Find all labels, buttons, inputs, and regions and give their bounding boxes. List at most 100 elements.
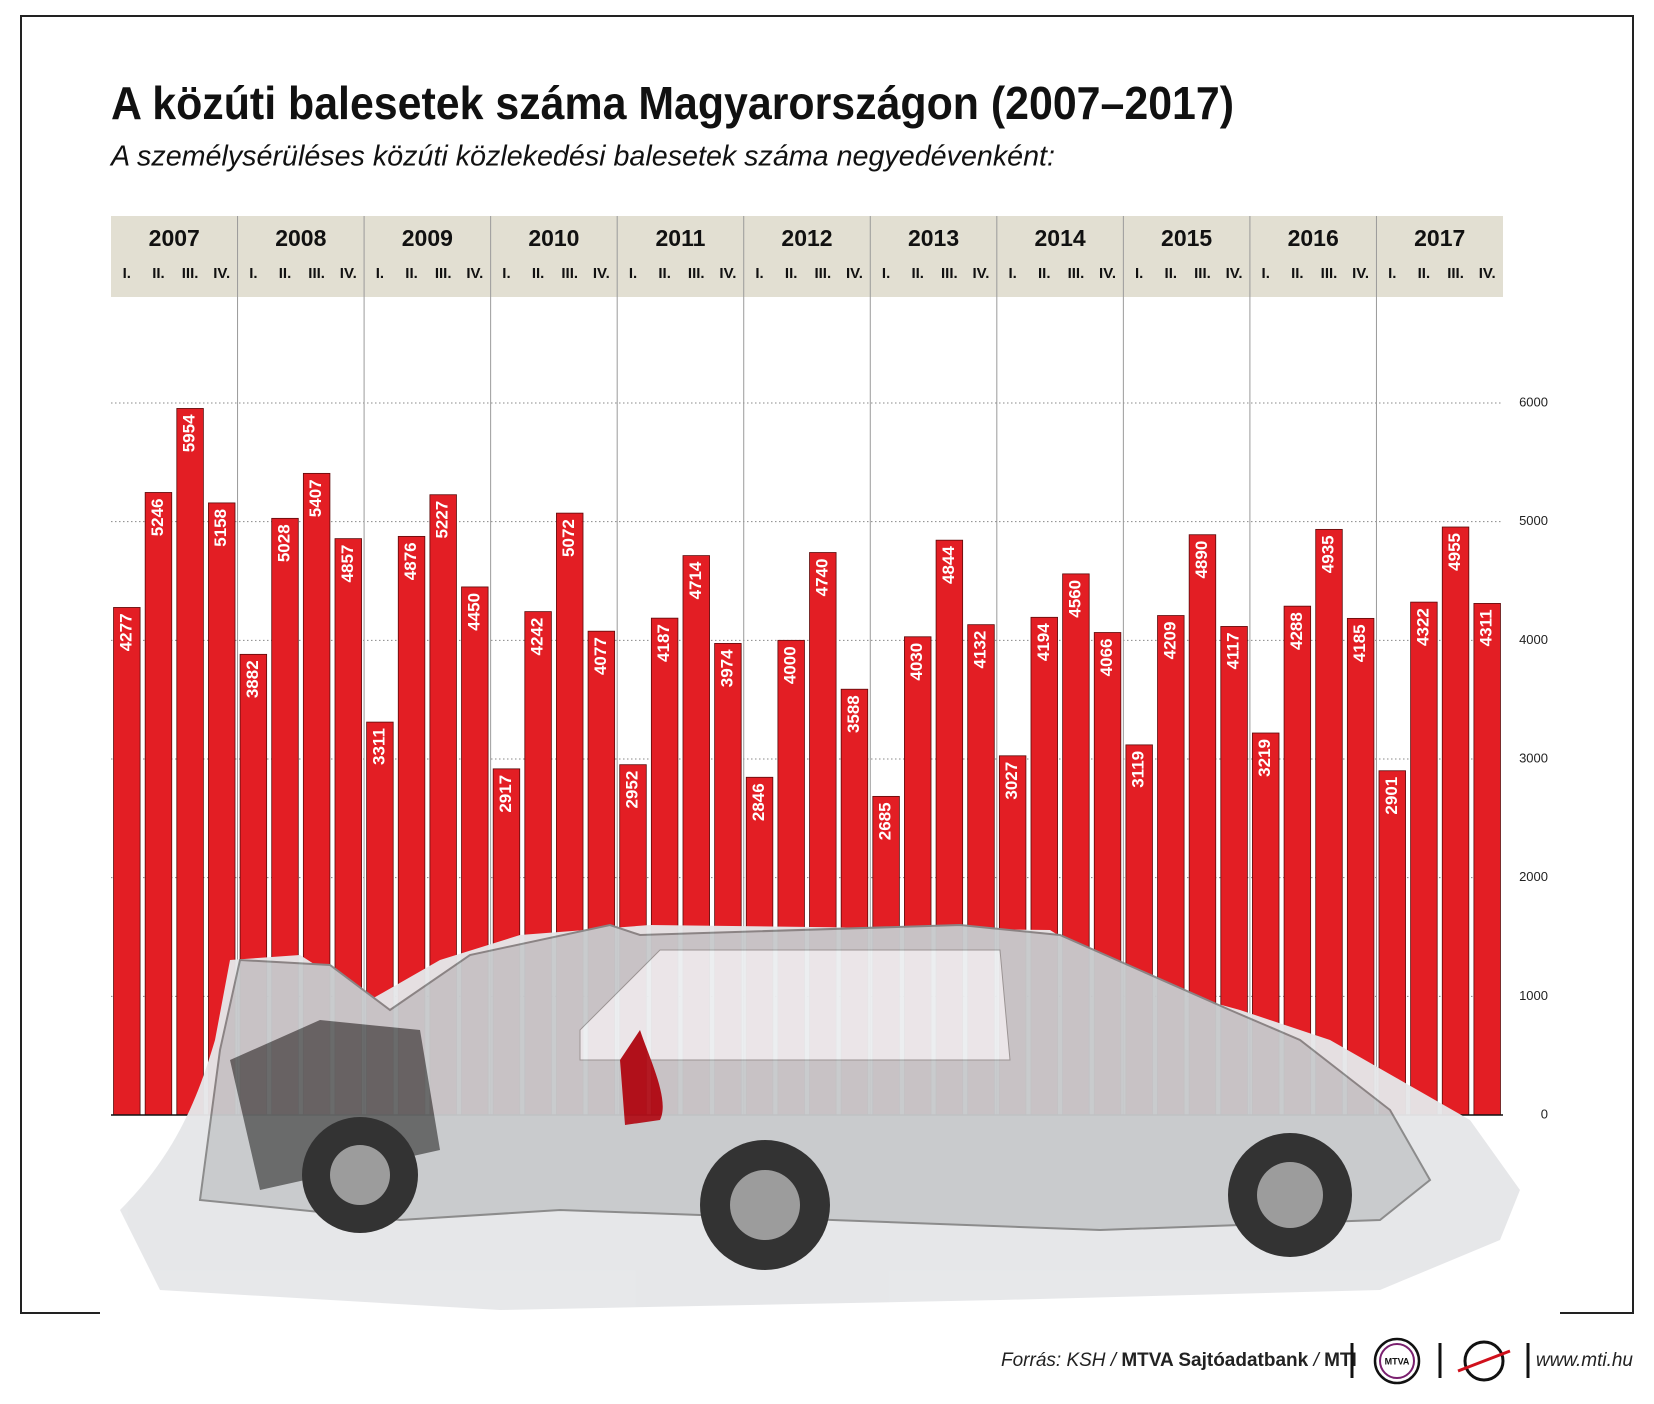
y-tick-label: 2000 xyxy=(1519,869,1548,884)
x-tick-label: I. xyxy=(1388,265,1396,282)
value-label: 4209 xyxy=(1160,622,1179,660)
x-tick-label: II. xyxy=(152,265,165,282)
cars xyxy=(198,923,1432,1232)
y-tick-label: 0 xyxy=(1541,1106,1548,1121)
value-label: 2917 xyxy=(496,775,515,813)
x-tick-label: I. xyxy=(1135,265,1143,282)
x-tick-label: IV. xyxy=(593,265,610,282)
x-tick-label: IV. xyxy=(213,265,230,282)
x-tick-label: IV. xyxy=(846,265,863,282)
subtitle: A személysérüléses közúti közlekedési ba… xyxy=(109,141,1055,173)
bar xyxy=(1473,603,1501,1116)
value-label: 4030 xyxy=(907,643,926,681)
value-label: 4740 xyxy=(812,559,831,597)
value-label: 4277 xyxy=(116,613,135,651)
source-text: MTVA Sajtóadatbank xyxy=(1121,1350,1308,1371)
x-tick-label: IV. xyxy=(1099,265,1116,282)
value-label: 4242 xyxy=(528,618,547,656)
x-tick-label: III. xyxy=(308,265,325,282)
x-tick-label: I. xyxy=(1008,265,1016,282)
year-label: 2012 xyxy=(781,225,832,251)
value-label: 4194 xyxy=(1034,623,1053,661)
y-tick-label: 5000 xyxy=(1519,513,1548,528)
x-tick-label: II. xyxy=(532,265,545,282)
x-tick-label: I. xyxy=(376,265,384,282)
value-label: 3882 xyxy=(243,660,262,698)
source-text: MTI xyxy=(1324,1350,1357,1371)
value-label: 4876 xyxy=(401,542,420,580)
x-tick-label: II. xyxy=(1418,265,1431,282)
value-label: 5246 xyxy=(148,498,167,536)
source-text: / xyxy=(1312,1350,1321,1371)
x-tick-label: IV. xyxy=(719,265,736,282)
value-label: 5028 xyxy=(274,524,293,562)
y-tick-label: 3000 xyxy=(1519,750,1548,765)
x-tick-label: III. xyxy=(941,265,958,282)
crash-photo xyxy=(120,923,1520,1310)
x-tick-label: III. xyxy=(1068,265,1085,282)
title: A közúti balesetek száma Magyarországon … xyxy=(111,77,1234,129)
x-tick-label: II. xyxy=(1291,265,1304,282)
value-label: 2685 xyxy=(876,802,895,840)
value-label: 4185 xyxy=(1350,624,1369,662)
x-tick-label: III. xyxy=(561,265,578,282)
value-label: 5407 xyxy=(306,479,325,517)
value-label: 2901 xyxy=(1382,777,1401,815)
x-tick-label: II. xyxy=(911,265,924,282)
bar xyxy=(176,408,204,1116)
footer: Forrás: KSH / MTVA Sajtóadatbank / MTI M… xyxy=(1001,1337,1633,1385)
value-label: 4311 xyxy=(1477,609,1496,646)
value-label: 3311 xyxy=(369,728,388,765)
source: Forrás: KSH / MTVA Sajtóadatbank / MTI xyxy=(1001,1350,1357,1371)
x-tick-label: III. xyxy=(688,265,705,282)
x-tick-label: II. xyxy=(279,265,292,282)
x-tick-label: III. xyxy=(182,265,199,282)
logo-ring xyxy=(1379,1343,1415,1379)
value-label: 2846 xyxy=(749,783,768,821)
value-label: 4857 xyxy=(338,545,357,583)
year-label: 2014 xyxy=(1035,225,1086,251)
logo-mti xyxy=(1463,1340,1505,1382)
bar xyxy=(1346,617,1375,1116)
taillight xyxy=(620,1030,663,1125)
value-label: 4955 xyxy=(1445,533,1464,571)
x-tick-label: III. xyxy=(435,265,452,282)
value-label: 4000 xyxy=(781,646,800,684)
value-label: 2952 xyxy=(622,771,641,809)
value-label: 3027 xyxy=(1002,762,1021,800)
frame xyxy=(20,15,1634,1314)
x-tick-label: I. xyxy=(249,265,257,282)
x-tick-label: IV. xyxy=(973,265,990,282)
x-tick-label: II. xyxy=(1165,265,1178,282)
logo-mti-line xyxy=(1457,1349,1511,1373)
x-tick-label: I. xyxy=(502,265,510,282)
header-band xyxy=(111,216,1503,297)
value-label: 4077 xyxy=(591,637,610,675)
x-tick-label: I. xyxy=(1262,265,1270,282)
wheel-hub xyxy=(330,1145,390,1205)
wheel-hub xyxy=(1257,1162,1323,1228)
x-tick-label: II. xyxy=(1038,265,1051,282)
value-label: 3588 xyxy=(844,695,863,733)
value-label: 4117 xyxy=(1224,632,1243,669)
year-label: 2015 xyxy=(1161,225,1212,251)
y-tick-label: 6000 xyxy=(1519,394,1548,409)
x-tick-label: IV. xyxy=(1226,265,1243,282)
value-label: 3974 xyxy=(717,649,736,687)
year-label: 2016 xyxy=(1288,225,1339,251)
year-label: 2007 xyxy=(149,225,200,251)
x-tick-label: II. xyxy=(658,265,671,282)
bar xyxy=(144,492,173,1116)
year-label: 2011 xyxy=(656,225,706,251)
wheel-hub xyxy=(730,1170,800,1240)
logo-text: MTVA xyxy=(1385,1356,1410,1366)
y-tick-label: 1000 xyxy=(1519,988,1548,1003)
x-tick-label: I. xyxy=(882,265,890,282)
x-tick-label: IV. xyxy=(1479,265,1496,282)
value-label: 5072 xyxy=(559,519,578,557)
x-tick-label: III. xyxy=(1321,265,1338,282)
bar xyxy=(113,607,141,1116)
x-tick-label: III. xyxy=(1194,265,1211,282)
value-label: 3219 xyxy=(1255,739,1274,777)
